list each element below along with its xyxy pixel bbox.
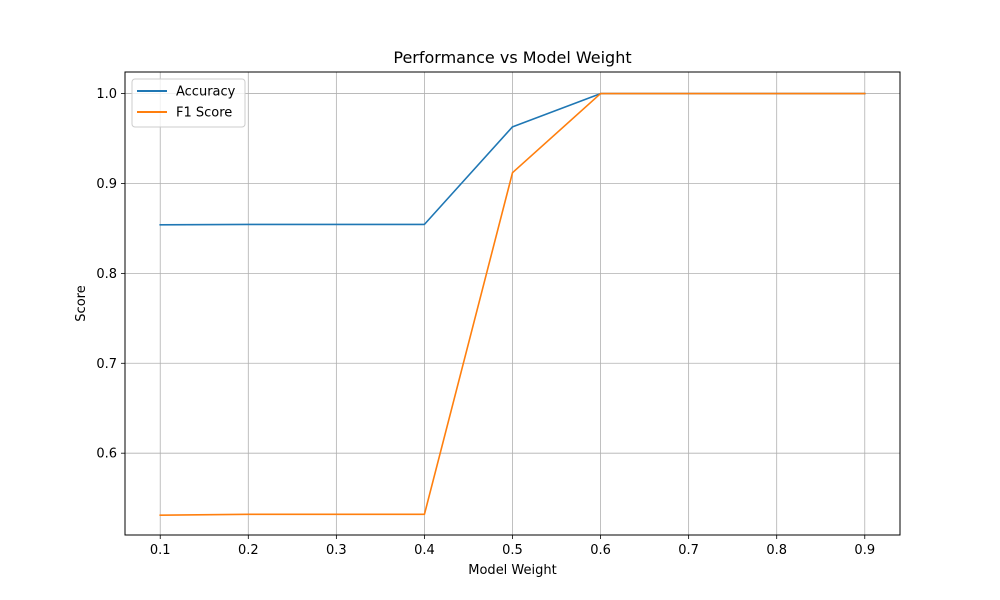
grid-lines: [125, 72, 900, 535]
x-tick-label: 0.7: [678, 543, 699, 558]
x-tick-label: 0.5: [502, 543, 523, 558]
x-tick-label: 0.2: [238, 543, 259, 558]
y-tick-label: 1.0: [96, 87, 117, 102]
legend: Accuracy F1 Score: [131, 78, 246, 128]
y-tick-label: 0.8: [96, 267, 117, 282]
x-tick-label: 0.6: [590, 543, 611, 558]
legend-label-accuracy: Accuracy: [176, 85, 236, 100]
legend-label-f1-score: F1 Score: [176, 106, 232, 121]
axis-ticks: 0.1 0.2 0.3 0.4 0.5 0.6 0.7 0.8 0.9 0.6 0.7 0.8 0.9 1…: [96, 87, 875, 558]
x-tick-label: 0.1: [150, 543, 171, 558]
series-line-f1-score: [159, 92, 866, 517]
x-axis-label: Model Weight: [468, 563, 556, 578]
x-tick-label: 0.4: [414, 543, 435, 558]
x-tick-label: 0.8: [766, 543, 787, 558]
y-tick-label: 0.9: [96, 177, 117, 192]
y-axis-label: Score: [74, 285, 89, 321]
series-lines: [159, 92, 866, 517]
chart-title: Performance vs Model Weight: [393, 48, 631, 67]
y-tick-label: 0.7: [96, 357, 117, 372]
x-tick-label: 0.9: [854, 543, 875, 558]
x-tick-label: 0.3: [326, 543, 347, 558]
y-tick-label: 0.6: [96, 447, 117, 462]
